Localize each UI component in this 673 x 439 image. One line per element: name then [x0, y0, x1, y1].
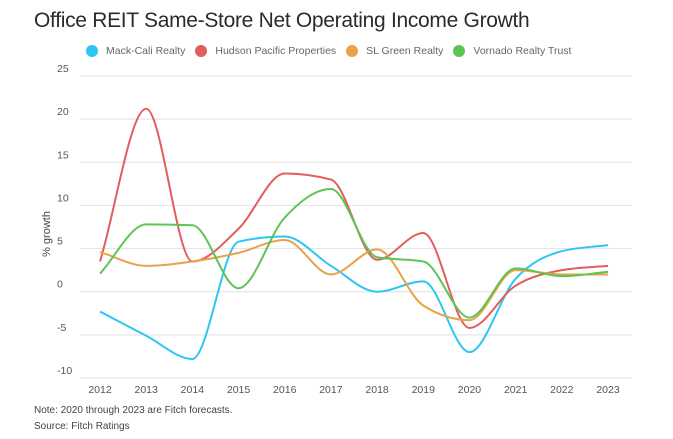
x-tick-label: 2021 [504, 384, 528, 396]
series-line-sl-green[interactable] [99, 238, 608, 322]
legend-dot-sl-green [346, 45, 359, 57]
y-tick-label: 20 [57, 106, 69, 118]
x-tick-label: 2017 [319, 384, 343, 396]
legend-label: Hudson Pacific Properties [215, 45, 337, 57]
legend: Mack-Cali Realty Hudson Pacific Properti… [86, 45, 581, 57]
x-tick-label: 2014 [181, 384, 205, 396]
legend-item-sl-green[interactable]: SL Green Realty [346, 45, 443, 57]
series-line-mack-cali[interactable] [99, 235, 609, 361]
gridlines [80, 75, 632, 379]
x-tick-label: 2023 [596, 384, 620, 396]
series-lines [99, 107, 609, 361]
y-tick-label: 0 [57, 279, 63, 291]
legend-item-hudson-pacific[interactable]: Hudson Pacific Properties [195, 45, 336, 57]
y-tick-label: -5 [57, 322, 66, 334]
x-tick-label: 2013 [135, 384, 159, 396]
x-tick-label: 2020 [458, 384, 482, 396]
x-tick-label: 2022 [550, 384, 574, 396]
x-tick-label: 2018 [365, 384, 389, 396]
legend-label: Vornado Realty Trust [473, 45, 572, 57]
series-line-hudson-pacific[interactable] [99, 107, 609, 329]
series-line-vornado[interactable] [99, 188, 609, 319]
legend-item-mack-cali[interactable]: Mack-Cali Realty [86, 45, 185, 57]
y-axis-ticks: 25 20 15 10 5 0 -5 -10 [57, 63, 72, 377]
y-tick-label: -10 [57, 365, 72, 377]
y-tick-label: 15 [57, 149, 69, 161]
y-tick-label: 10 [57, 192, 69, 204]
legend-item-vornado[interactable]: Vornado Realty Trust [453, 45, 571, 57]
legend-dot-mack-cali [86, 45, 98, 57]
chart-title: Office REIT Same-Store Net Operating Inc… [34, 9, 530, 32]
legend-label: Mack-Cali Realty [106, 45, 186, 57]
x-tick-label: 2012 [88, 384, 112, 396]
y-tick-label: 25 [57, 63, 69, 75]
y-axis-label: % growth [41, 211, 53, 257]
legend-dot-vornado [453, 45, 466, 57]
legend-label: SL Green Realty [366, 45, 444, 57]
x-tick-label: 2019 [412, 384, 436, 396]
source-note: Source: Fitch Ratings [34, 421, 130, 432]
legend-dot-hudson-pacific [195, 45, 208, 57]
footnote: Note: 2020 through 2023 are Fitch foreca… [34, 405, 233, 416]
x-axis-ticks: 2012 2013 2014 2015 2016 2017 2018 2019 2020 2021… [88, 384, 620, 396]
y-tick-label: 5 [57, 236, 63, 248]
x-tick-label: 2015 [227, 384, 251, 396]
x-tick-label: 2016 [273, 384, 297, 396]
